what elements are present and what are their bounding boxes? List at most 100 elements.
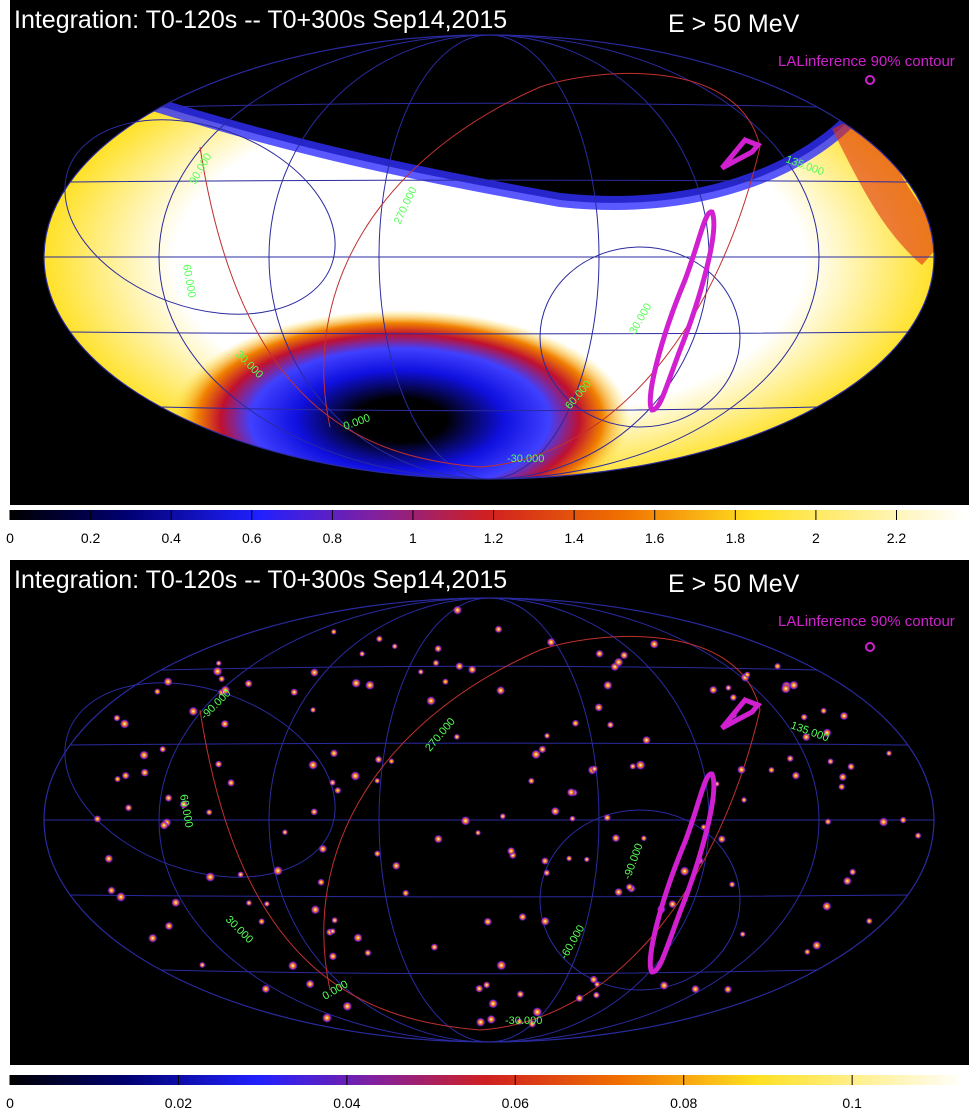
panel-background [10,560,969,1065]
event [353,933,363,943]
event [287,960,298,971]
event [486,1014,496,1025]
event [691,984,700,994]
parallel [160,969,818,975]
event [290,688,299,697]
tick-label: 1.2 [484,530,504,546]
event [791,771,801,780]
event [603,813,612,822]
event [878,817,889,827]
event [107,886,116,895]
event [531,749,541,760]
event [737,765,746,775]
contour-legend: LALinference 90% contour [778,613,955,630]
tick-label: 0.6 [242,530,262,546]
event [668,899,677,909]
event [179,800,189,809]
event [220,719,230,729]
event [321,1012,332,1023]
parallel [70,742,908,746]
contour-legend: LALinference 90% contour [778,53,955,70]
event [273,865,283,876]
parallel [70,179,908,183]
event [538,745,547,754]
event [516,990,525,999]
event [566,787,576,797]
tick-label: 0.06 [502,1095,529,1111]
parallel [160,665,818,671]
title: Integration: T0-120s -- T0+300s Sep14,20… [14,566,507,594]
event [148,933,158,943]
tick-label: 1.6 [645,530,665,546]
event [115,892,126,902]
event [317,878,325,887]
event [328,952,338,961]
event [543,869,551,877]
tick-label: 0.8 [323,530,343,546]
event [496,685,506,695]
event [455,661,464,671]
event [565,855,573,862]
event [159,820,169,830]
parallel [160,406,818,412]
event [812,940,822,950]
event [649,639,659,649]
event [847,762,855,771]
parallel [70,894,908,898]
event [589,975,598,984]
event [430,943,439,951]
tick-label: 0.08 [670,1095,697,1111]
event [119,719,130,729]
event [743,671,751,679]
event [140,768,150,777]
event [679,866,690,877]
event [453,733,461,741]
grid-label: 60.000 [177,793,195,828]
event [475,984,484,993]
tick-label: 0.4 [161,530,181,546]
event [635,760,646,771]
lal-contours [647,75,875,975]
event [263,900,271,907]
event [329,779,336,787]
event [329,928,336,935]
event [541,857,549,865]
event [310,808,318,816]
event [373,850,381,858]
event [329,749,339,758]
event [506,846,516,856]
event [330,628,337,635]
event [442,678,449,686]
event [827,758,834,765]
title: Integration: T0-120s -- T0+300s Sep14,20… [14,6,507,34]
event [546,637,556,647]
event [729,693,738,702]
event [494,625,503,634]
event [838,772,847,782]
event [801,732,811,742]
event [364,949,372,957]
event [822,728,832,738]
event [625,883,634,891]
event [723,985,732,994]
event [659,981,669,991]
event [374,755,383,764]
event [515,1018,523,1026]
tick-label: 2.2 [887,530,907,546]
event [245,899,253,907]
tick-label: 0 [6,1095,14,1111]
event [739,931,746,938]
event [188,706,199,717]
event [583,856,590,863]
tick-label: 0.1 [842,1095,862,1111]
galactic-grid [64,682,336,878]
tick-label: 1.8 [726,530,746,546]
event [780,683,791,694]
galactic-grid [539,809,741,991]
parallel [160,102,818,108]
event [309,706,317,713]
event [865,917,873,925]
event [550,806,560,816]
event [171,898,181,908]
event [309,668,319,677]
